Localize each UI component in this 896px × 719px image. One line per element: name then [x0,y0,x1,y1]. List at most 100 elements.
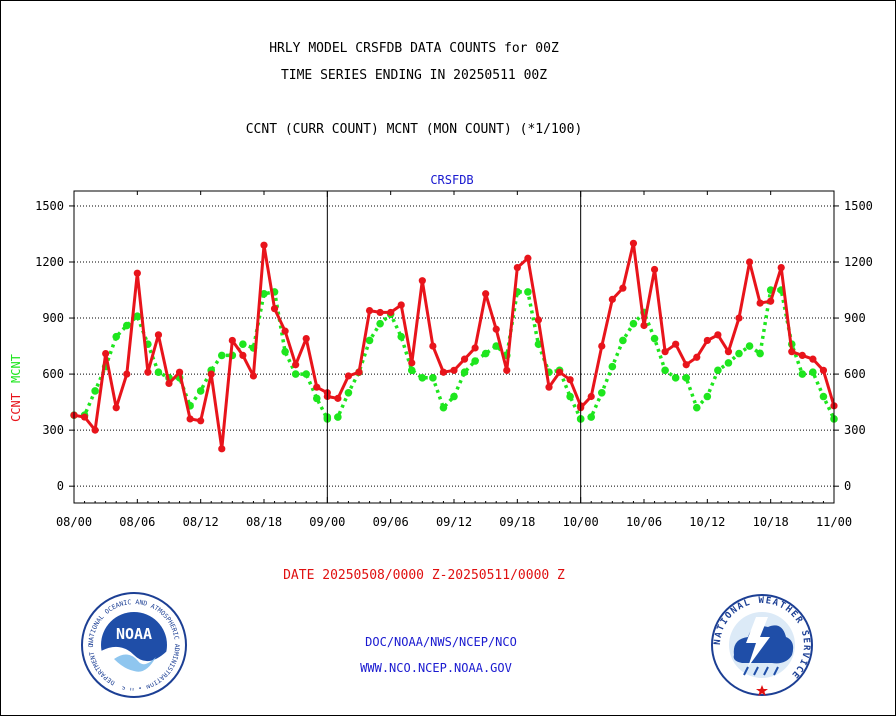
x-tick-label: 09/18 [499,515,535,529]
point-ccnt [144,368,152,376]
point-ccnt [545,383,553,391]
point-ccnt [249,372,258,380]
point-ccnt [175,368,184,376]
point-mcnt [281,347,289,356]
x-tick-label: 11/00 [816,515,852,529]
point-ccnt [292,361,300,369]
point-ccnt [228,336,236,345]
point-mcnt [661,366,669,375]
point-mcnt [724,359,733,367]
point-ccnt [555,368,564,376]
point-ccnt [418,277,426,285]
point-ccnt [682,361,690,369]
point-ccnt [207,370,215,378]
y-tick-label-right: 1500 [844,199,873,213]
y-tick-label-left: 1500 [35,199,64,213]
x-tick-label: 08/18 [246,515,282,529]
point-ccnt [629,239,638,247]
org-line: DOC/NOAA/NWS/NCEP/NCO [365,635,517,649]
point-mcnt [334,413,342,421]
panel-title: CRSFDB [430,173,473,187]
chart-title-line2: TIME SERIES ENDING IN 20250511 00Z [281,68,547,83]
point-mcnt [112,332,121,341]
point-ccnt [661,348,669,356]
nws-logo: NATIONAL WEATHER SERVICE [711,594,813,696]
point-ccnt [788,348,796,356]
series-line-ccnt-day2 [327,256,583,407]
y-tick-label-left: 300 [42,423,64,437]
point-mcnt [460,368,469,377]
point-mcnt [344,388,353,397]
point-mcnt [671,374,680,382]
point-mcnt [619,336,627,345]
point-mcnt [566,392,574,401]
point-ccnt [503,366,511,374]
point-ccnt [197,417,205,425]
point-mcnt [407,366,416,375]
point-ccnt [608,295,616,303]
x-tick-label: 08/12 [183,515,219,529]
point-ccnt [534,316,543,324]
point-ccnt [165,379,173,388]
point-mcnt [450,392,458,401]
point-ccnt [672,340,680,348]
point-ccnt [460,355,469,363]
point-mcnt [534,340,543,348]
point-mcnt [745,342,754,350]
point-mcnt [133,312,142,320]
x-tick-label: 10/12 [689,515,725,529]
plot-frame [73,190,835,504]
point-ccnt [724,348,733,356]
chart-subtitle: CCNT (CURR COUNT) MCNT (MON COUNT) (*1/1… [246,122,583,137]
point-mcnt [798,370,807,378]
point-mcnt [597,388,606,397]
series-line-ccnt-day3 [579,241,836,409]
point-ccnt [767,297,775,305]
point-mcnt [397,332,406,341]
chart-title-line1: HRLY MODEL CRSFDB DATA COUNTS for 00Z [269,41,559,56]
point-mcnt [735,349,743,358]
noaa-logo-label: NOAA [116,625,152,643]
point-ccnt [270,305,279,313]
y-tick-label-left: 1200 [35,255,64,269]
website-link[interactable]: WWW.NCO.NCEP.NOAA.GOV [360,661,512,675]
point-ccnt [756,299,764,307]
point-mcnt [418,374,427,382]
point-ccnt [302,334,310,343]
x-tick-label: 09/06 [373,515,409,529]
date-range-label: DATE 20250508/0000 Z-20250511/0000 Z [283,568,565,583]
point-ccnt [429,342,437,350]
point-ccnt [133,269,141,277]
point-ccnt [112,404,120,412]
point-mcnt [239,340,247,348]
point-mcnt [91,387,99,395]
point-ccnt [123,370,131,378]
y-axis-label-mcnt: MCNT [9,354,23,383]
point-ccnt [693,353,701,361]
point-mcnt [471,357,479,365]
point-mcnt [756,349,764,358]
point-ccnt [334,394,342,402]
y-axis-label-ccnt: CCNT [9,393,23,422]
point-ccnt [587,392,595,401]
point-ccnt [524,254,532,262]
point-ccnt [154,331,163,339]
point-mcnt [365,336,374,345]
point-mcnt [629,319,638,328]
point-ccnt [80,413,89,421]
noaa-logo: NATIONAL OCEANIC AND ATMOSPHERIC ADMINIS… [81,592,187,698]
point-ccnt [450,366,458,374]
point-ccnt [408,359,416,367]
point-ccnt [186,415,194,423]
point-ccnt [260,241,268,249]
point-ccnt [566,376,574,384]
point-ccnt [745,258,754,266]
point-ccnt [365,306,374,315]
point-ccnt [281,327,289,335]
x-tick-label: 09/00 [309,515,345,529]
y-tick-label-left: 600 [42,367,64,381]
point-mcnt [524,288,532,296]
point-ccnt [513,263,521,272]
point-ccnt [387,308,395,317]
